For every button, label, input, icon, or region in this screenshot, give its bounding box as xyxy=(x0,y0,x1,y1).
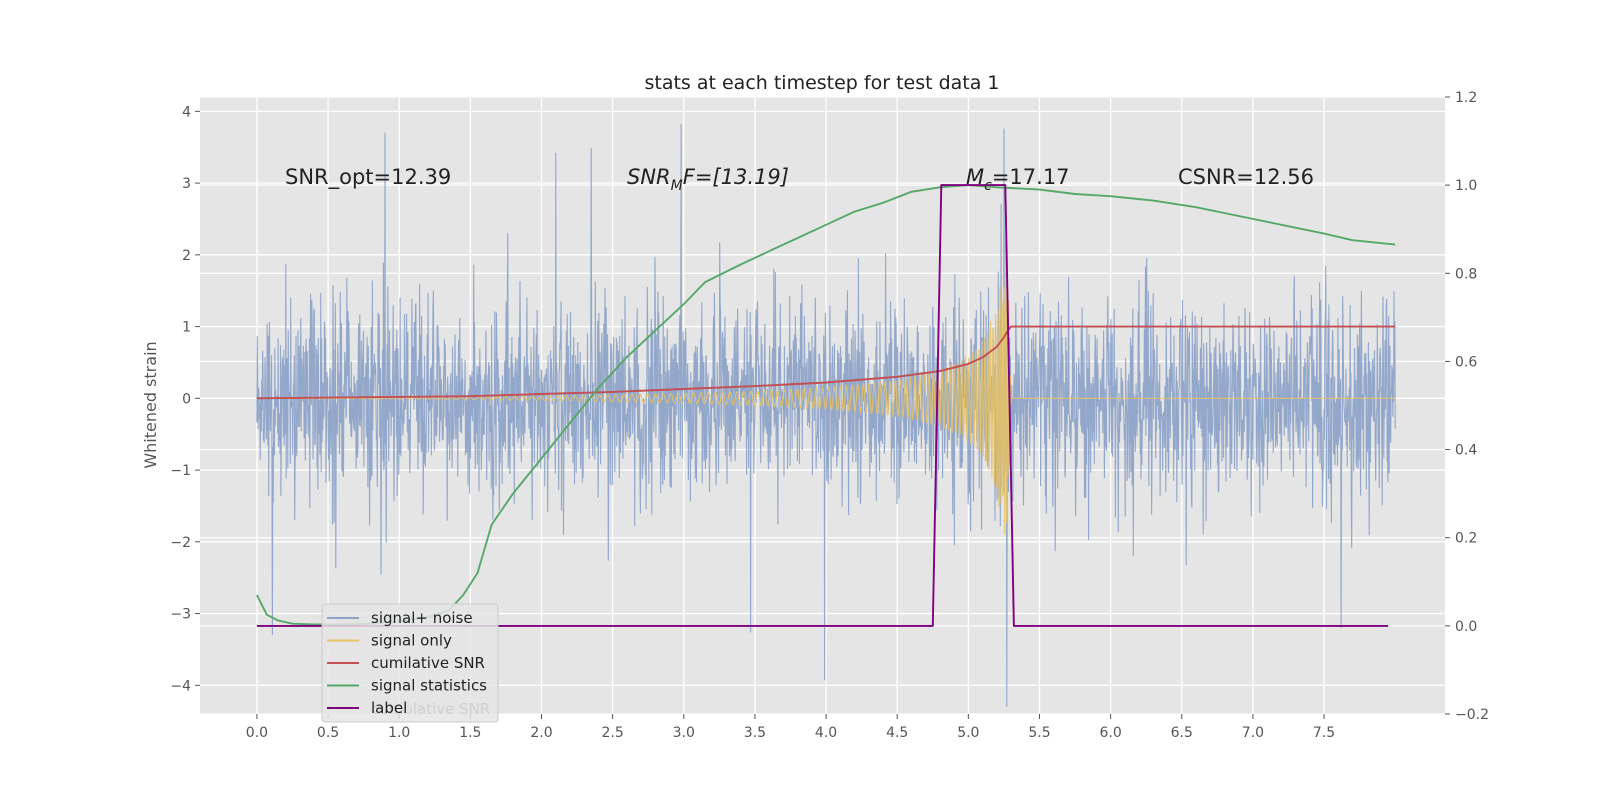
x-tick-label: 2.0 xyxy=(530,725,552,741)
y-tick-label-right: 0.8 xyxy=(1455,266,1477,282)
x-tick-label: 1.0 xyxy=(388,725,410,741)
y-tick-label-left: 1 xyxy=(182,320,191,336)
x-tick-label: 5.5 xyxy=(1028,725,1050,741)
signal-only-line xyxy=(256,241,1396,535)
legend-label: signal statistics xyxy=(371,677,487,695)
legend-label: signal+ noise xyxy=(371,609,473,627)
y-tick-label-right: −0.2 xyxy=(1455,707,1489,723)
annotation-chirp-mass: Mc=17.17 xyxy=(966,165,1070,194)
x-tick-label: 1.5 xyxy=(459,725,481,741)
legend-entries: signal+ noise signal only cumilative SNR si… xyxy=(327,609,487,717)
label-line xyxy=(256,184,1389,627)
x-tick-label: 4.5 xyxy=(886,725,908,741)
x-tick-label: 6.5 xyxy=(1171,725,1193,741)
y-tick-label-right: 0.6 xyxy=(1455,354,1477,370)
chart-title: stats at each timestep for test data 1 xyxy=(644,72,999,94)
legend-box xyxy=(321,603,499,723)
x-tick-label: 2.5 xyxy=(601,725,623,741)
y-tick-label-right: 0.0 xyxy=(1455,619,1477,635)
y-tick-label-left: 2 xyxy=(182,248,191,264)
x-tick-label: 3.5 xyxy=(744,725,766,741)
y-tick-label-right: 0.4 xyxy=(1455,443,1477,459)
x-tick-label: 4.0 xyxy=(815,725,837,741)
x-tick-label: 6.0 xyxy=(1099,725,1121,741)
legend-label: signal only xyxy=(371,632,452,650)
y-tick-label-left: 4 xyxy=(182,104,191,120)
grid-lines xyxy=(200,96,1445,715)
annotation-snr-opt: SNR_opt=12.39 xyxy=(285,165,451,190)
y-tick-label-left: −3 xyxy=(170,607,191,623)
x-tick-label: 5.0 xyxy=(957,725,979,741)
annotation-csnr: CSNR=12.56 xyxy=(1178,165,1314,189)
y-tick-label-left: 3 xyxy=(182,176,191,192)
legend-label: label xyxy=(371,699,407,717)
cumulative-snr-line xyxy=(256,325,1396,400)
y-tick-label-left: −1 xyxy=(170,463,191,479)
legend-label: cumilative SNR xyxy=(371,654,485,672)
annotation-snr-mf: SNRMF=[13.19] xyxy=(627,165,789,194)
x-tick-label: 0.5 xyxy=(317,725,339,741)
y-axis-label-left: Whitened strain xyxy=(141,341,160,468)
x-tick-label: 7.5 xyxy=(1313,725,1335,741)
x-tick-label: 0.0 xyxy=(246,725,268,741)
y-tick-label-right: 1.2 xyxy=(1455,90,1477,106)
signal-plus-noise-line xyxy=(256,123,1396,707)
x-tick-label: 7.0 xyxy=(1242,725,1264,741)
legend: cumulative SNR signal+ noise signal only c… xyxy=(321,603,499,723)
legend-ghost-text: cumulative SNR xyxy=(371,700,490,718)
y-tick-label-left: −2 xyxy=(170,535,191,551)
y-tick-label-left: 0 xyxy=(182,391,191,407)
axes-layer: 0.0 0.5 1.0 1.5 2.0 2.5 3.0 3.5 4.0 4.5 5.0 5.5 6.0 6… xyxy=(170,90,1489,741)
y-tick-label-right: 0.2 xyxy=(1455,531,1477,547)
y-tick-label-left: −4 xyxy=(170,678,191,694)
x-tick-label: 3.0 xyxy=(673,725,695,741)
y-tick-label-right: 1.0 xyxy=(1455,178,1477,194)
